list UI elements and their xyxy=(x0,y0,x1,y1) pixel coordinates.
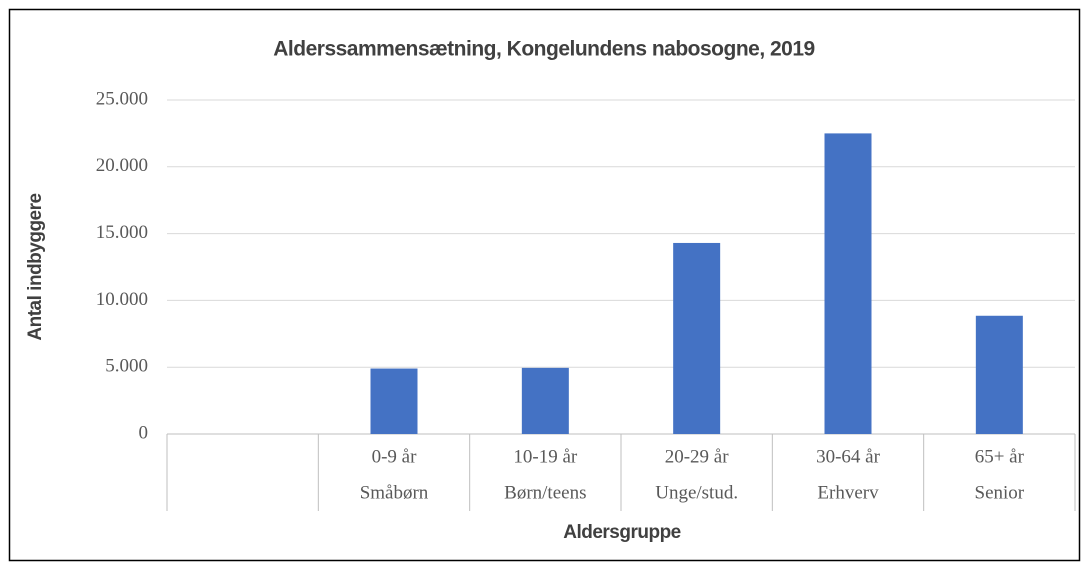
bar xyxy=(673,242,721,434)
x-tick-label: 20-29 år xyxy=(665,446,730,467)
bar xyxy=(824,133,872,434)
x-group-label: Senior xyxy=(975,482,1025,503)
x-group-label: Børn/teens xyxy=(504,482,586,503)
y-tick-label: 5.000 xyxy=(105,356,148,377)
x-group-label: Erhverv xyxy=(817,482,879,503)
x-group-label: Småbørn xyxy=(360,482,429,503)
bar xyxy=(521,367,569,434)
y-tick-label: 25.000 xyxy=(96,88,148,109)
x-tick-label: 0-9 år xyxy=(372,446,418,467)
x-group-label: Unge/stud. xyxy=(655,482,738,503)
chart-frame xyxy=(8,8,1081,562)
bar xyxy=(975,315,1023,434)
y-tick-label: 10.000 xyxy=(96,289,148,310)
x-axis-label: Aldersgruppe xyxy=(563,522,681,543)
y-axis-label: Antal indbyggere xyxy=(25,193,46,340)
x-tick-label: 65+ år xyxy=(975,446,1025,467)
x-tick-label: 30-64 år xyxy=(816,446,881,467)
bar xyxy=(370,368,418,434)
y-tick-label: 20.000 xyxy=(96,155,148,176)
y-tick-label: 0 xyxy=(139,422,149,443)
chart-title: Alderssammensætning, Kongelundens naboso… xyxy=(273,38,814,61)
y-tick-label: 15.000 xyxy=(96,222,148,243)
x-tick-label: 10-19 år xyxy=(513,446,578,467)
